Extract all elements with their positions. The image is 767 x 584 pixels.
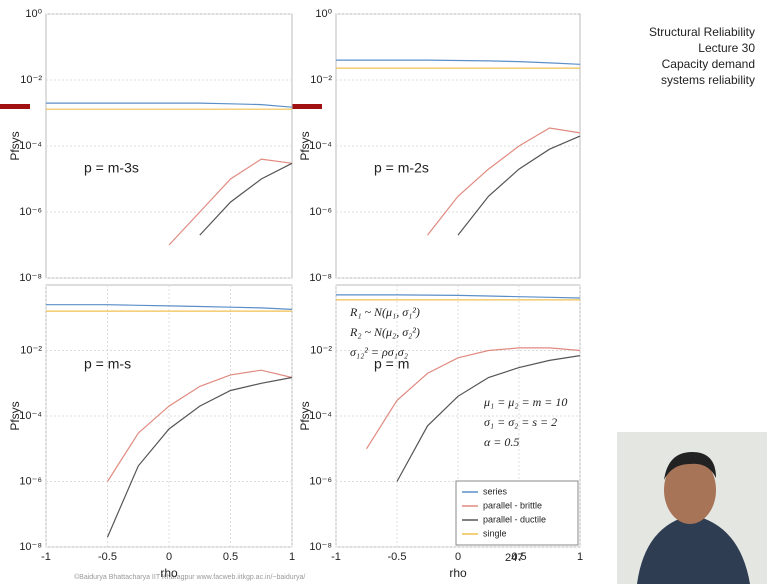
legend-box bbox=[455, 480, 579, 546]
marker-bar bbox=[292, 104, 322, 109]
annotation: p = m-3s bbox=[84, 160, 139, 176]
x-axis-label: rho bbox=[160, 566, 178, 580]
x-tick-label: -0.5 bbox=[388, 551, 407, 563]
series-line bbox=[46, 102, 293, 108]
face bbox=[664, 456, 716, 524]
y-axis-label: Pfsys bbox=[298, 131, 312, 160]
y-tick-label: 10⁻⁸ bbox=[19, 272, 42, 284]
series-line bbox=[396, 355, 581, 482]
x-tick-label: -1 bbox=[331, 551, 341, 563]
series-line bbox=[199, 162, 293, 236]
x-tick-label: -1 bbox=[41, 551, 51, 563]
shirt bbox=[637, 515, 750, 584]
y-axis-label: Pfsys bbox=[8, 401, 22, 430]
x-tick-label: 0.5 bbox=[223, 551, 238, 563]
legend-label: series bbox=[483, 486, 508, 496]
annotation: p = m-s bbox=[84, 356, 131, 372]
slide-title: Lecture 30 bbox=[698, 41, 755, 55]
slide-title: Capacity demand bbox=[662, 57, 755, 71]
series-line bbox=[365, 347, 581, 450]
marker-bar bbox=[0, 104, 30, 109]
y-tick-label: 10⁻⁶ bbox=[19, 206, 42, 218]
x-tick-label: 0 bbox=[455, 551, 461, 563]
y-tick-label: 10⁻⁶ bbox=[309, 475, 332, 487]
series-line bbox=[168, 158, 293, 246]
legend-label: single bbox=[483, 528, 507, 538]
series-line bbox=[457, 135, 581, 236]
formula: R₂ ~ N(μ₂, σ₂²) bbox=[349, 325, 420, 339]
y-tick-label: 10⁻⁶ bbox=[19, 475, 42, 487]
series-line bbox=[106, 376, 293, 538]
x-tick-label: 0.5 bbox=[511, 551, 526, 563]
series-line bbox=[427, 127, 581, 236]
y-tick-label: 10⁻⁴ bbox=[19, 410, 42, 422]
y-tick-label: 10⁻² bbox=[310, 74, 332, 86]
plots: 10⁰ 10⁻² 10⁻⁴ 10⁻⁶ 10⁻⁸ Pfsys p = m-3s 10⁰ 10⁻² 1… bbox=[8, 8, 583, 580]
series-line bbox=[336, 294, 581, 299]
legend-label: parallel - ductile bbox=[483, 514, 546, 524]
y-tick-label: 10⁰ bbox=[25, 8, 42, 20]
annotation: p = m-2s bbox=[374, 160, 429, 176]
annotation: p = m bbox=[374, 356, 409, 372]
footer: ©Baidurya Bhattacharya IIT Kharagpur www… bbox=[74, 573, 305, 581]
y-tick-label: 10⁻² bbox=[20, 344, 42, 356]
webcam bbox=[617, 432, 767, 584]
x-axis-label: rho bbox=[449, 566, 467, 580]
y-tick-label: 10⁰ bbox=[315, 8, 332, 20]
slide-title: Structural Reliability bbox=[649, 25, 755, 39]
x-tick-label: 1 bbox=[577, 551, 583, 563]
series-line bbox=[106, 369, 293, 482]
formula: α = 0.5 bbox=[484, 435, 519, 449]
formula: μ₁ = μ₂ = m = 10 bbox=[483, 395, 567, 409]
series-line bbox=[46, 304, 293, 310]
y-tick-label: 10⁻⁴ bbox=[19, 140, 42, 152]
formula: σ₁₂² = ρσ₁σ₂ bbox=[350, 345, 408, 359]
y-axis-label: Pfsys bbox=[8, 131, 22, 160]
y-tick-label: 10⁻² bbox=[20, 74, 42, 86]
y-axis-label: Pfsys bbox=[298, 401, 312, 430]
y-tick-label: 10⁻⁸ bbox=[19, 541, 42, 553]
formula: R₁ ~ N(μ₁, σ₁²) bbox=[349, 305, 420, 319]
y-tick-label: 10⁻² bbox=[310, 344, 332, 356]
hair bbox=[664, 452, 716, 480]
legend-label: parallel - brittle bbox=[483, 500, 542, 510]
formula: σ₁ = σ₂ = s = 2 bbox=[484, 415, 557, 429]
series-line bbox=[336, 59, 581, 65]
y-tick-label: 10⁻⁸ bbox=[309, 272, 332, 284]
y-tick-label: 10⁻⁶ bbox=[309, 206, 332, 218]
slide-title: systems reliability bbox=[661, 73, 755, 87]
y-tick-label: 10⁻⁴ bbox=[309, 410, 332, 422]
y-tick-label: 10⁻⁸ bbox=[309, 541, 332, 553]
x-tick-label: 0 bbox=[166, 551, 172, 563]
x-tick-label: -0.5 bbox=[98, 551, 117, 563]
y-tick-label: 10⁻⁴ bbox=[309, 140, 332, 152]
x-tick-label: 1 bbox=[289, 551, 295, 563]
page-number: 247 bbox=[505, 552, 523, 564]
